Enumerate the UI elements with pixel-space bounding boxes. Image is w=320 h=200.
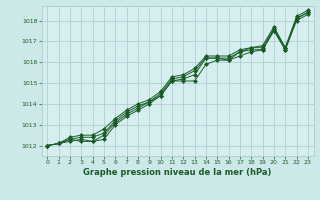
X-axis label: Graphe pression niveau de la mer (hPa): Graphe pression niveau de la mer (hPa) <box>84 168 272 177</box>
